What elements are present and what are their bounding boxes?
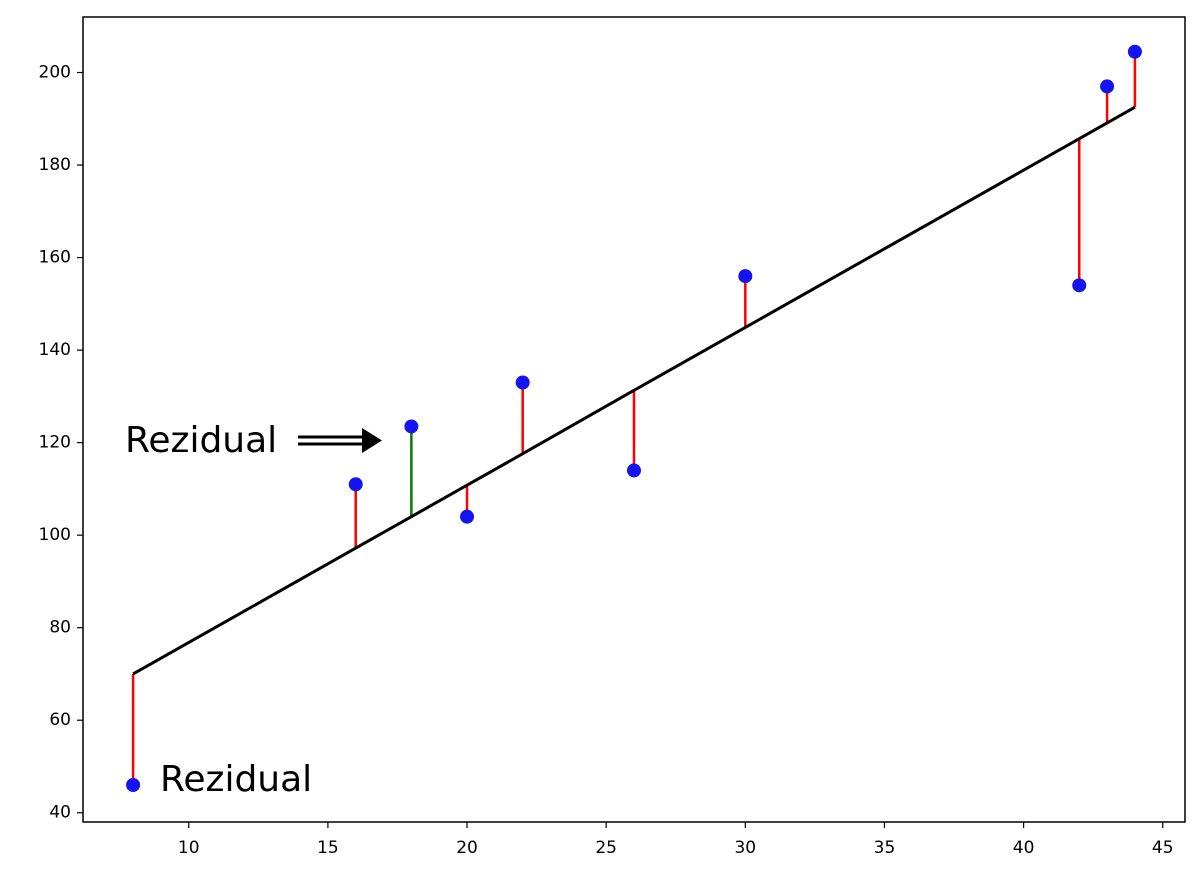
- annotation-arrow: [298, 428, 382, 453]
- x-tick-label: 40: [1013, 838, 1035, 858]
- data-point: [404, 419, 419, 434]
- plot-frame: [82, 16, 1186, 823]
- y-tick-label: 180: [39, 155, 71, 175]
- y-tick-label: 120: [39, 433, 71, 453]
- y-tick-label: 100: [39, 525, 71, 545]
- data-point: [1100, 79, 1115, 94]
- regression-line: [132, 105, 1136, 676]
- y-tick-label: 40: [49, 803, 71, 823]
- x-tick-label: 10: [178, 838, 200, 858]
- data-point: [126, 777, 141, 792]
- data-point: [460, 509, 475, 524]
- x-tick-label: 20: [456, 838, 478, 858]
- annotation: Rezidual: [125, 420, 277, 461]
- data-point: [1072, 278, 1087, 293]
- x-tick-label: 45: [1152, 838, 1174, 858]
- x-tick-label: 30: [734, 838, 756, 858]
- y-tick-label: 140: [39, 340, 71, 360]
- y-tick-label: 60: [49, 710, 71, 730]
- data-point: [738, 269, 753, 284]
- x-tick-label: 25: [595, 838, 617, 858]
- data-point: [348, 477, 363, 492]
- data-point: [627, 463, 641, 478]
- annotation: Rezidual: [160, 759, 312, 800]
- data-point: [1127, 44, 1142, 59]
- x-tick-label: 35: [874, 838, 896, 858]
- data-point: [515, 375, 530, 390]
- y-tick-label: 160: [39, 248, 71, 268]
- x-tick-label: 15: [317, 838, 339, 858]
- y-tick-label: 80: [49, 618, 71, 638]
- y-tick-label: 200: [39, 63, 71, 83]
